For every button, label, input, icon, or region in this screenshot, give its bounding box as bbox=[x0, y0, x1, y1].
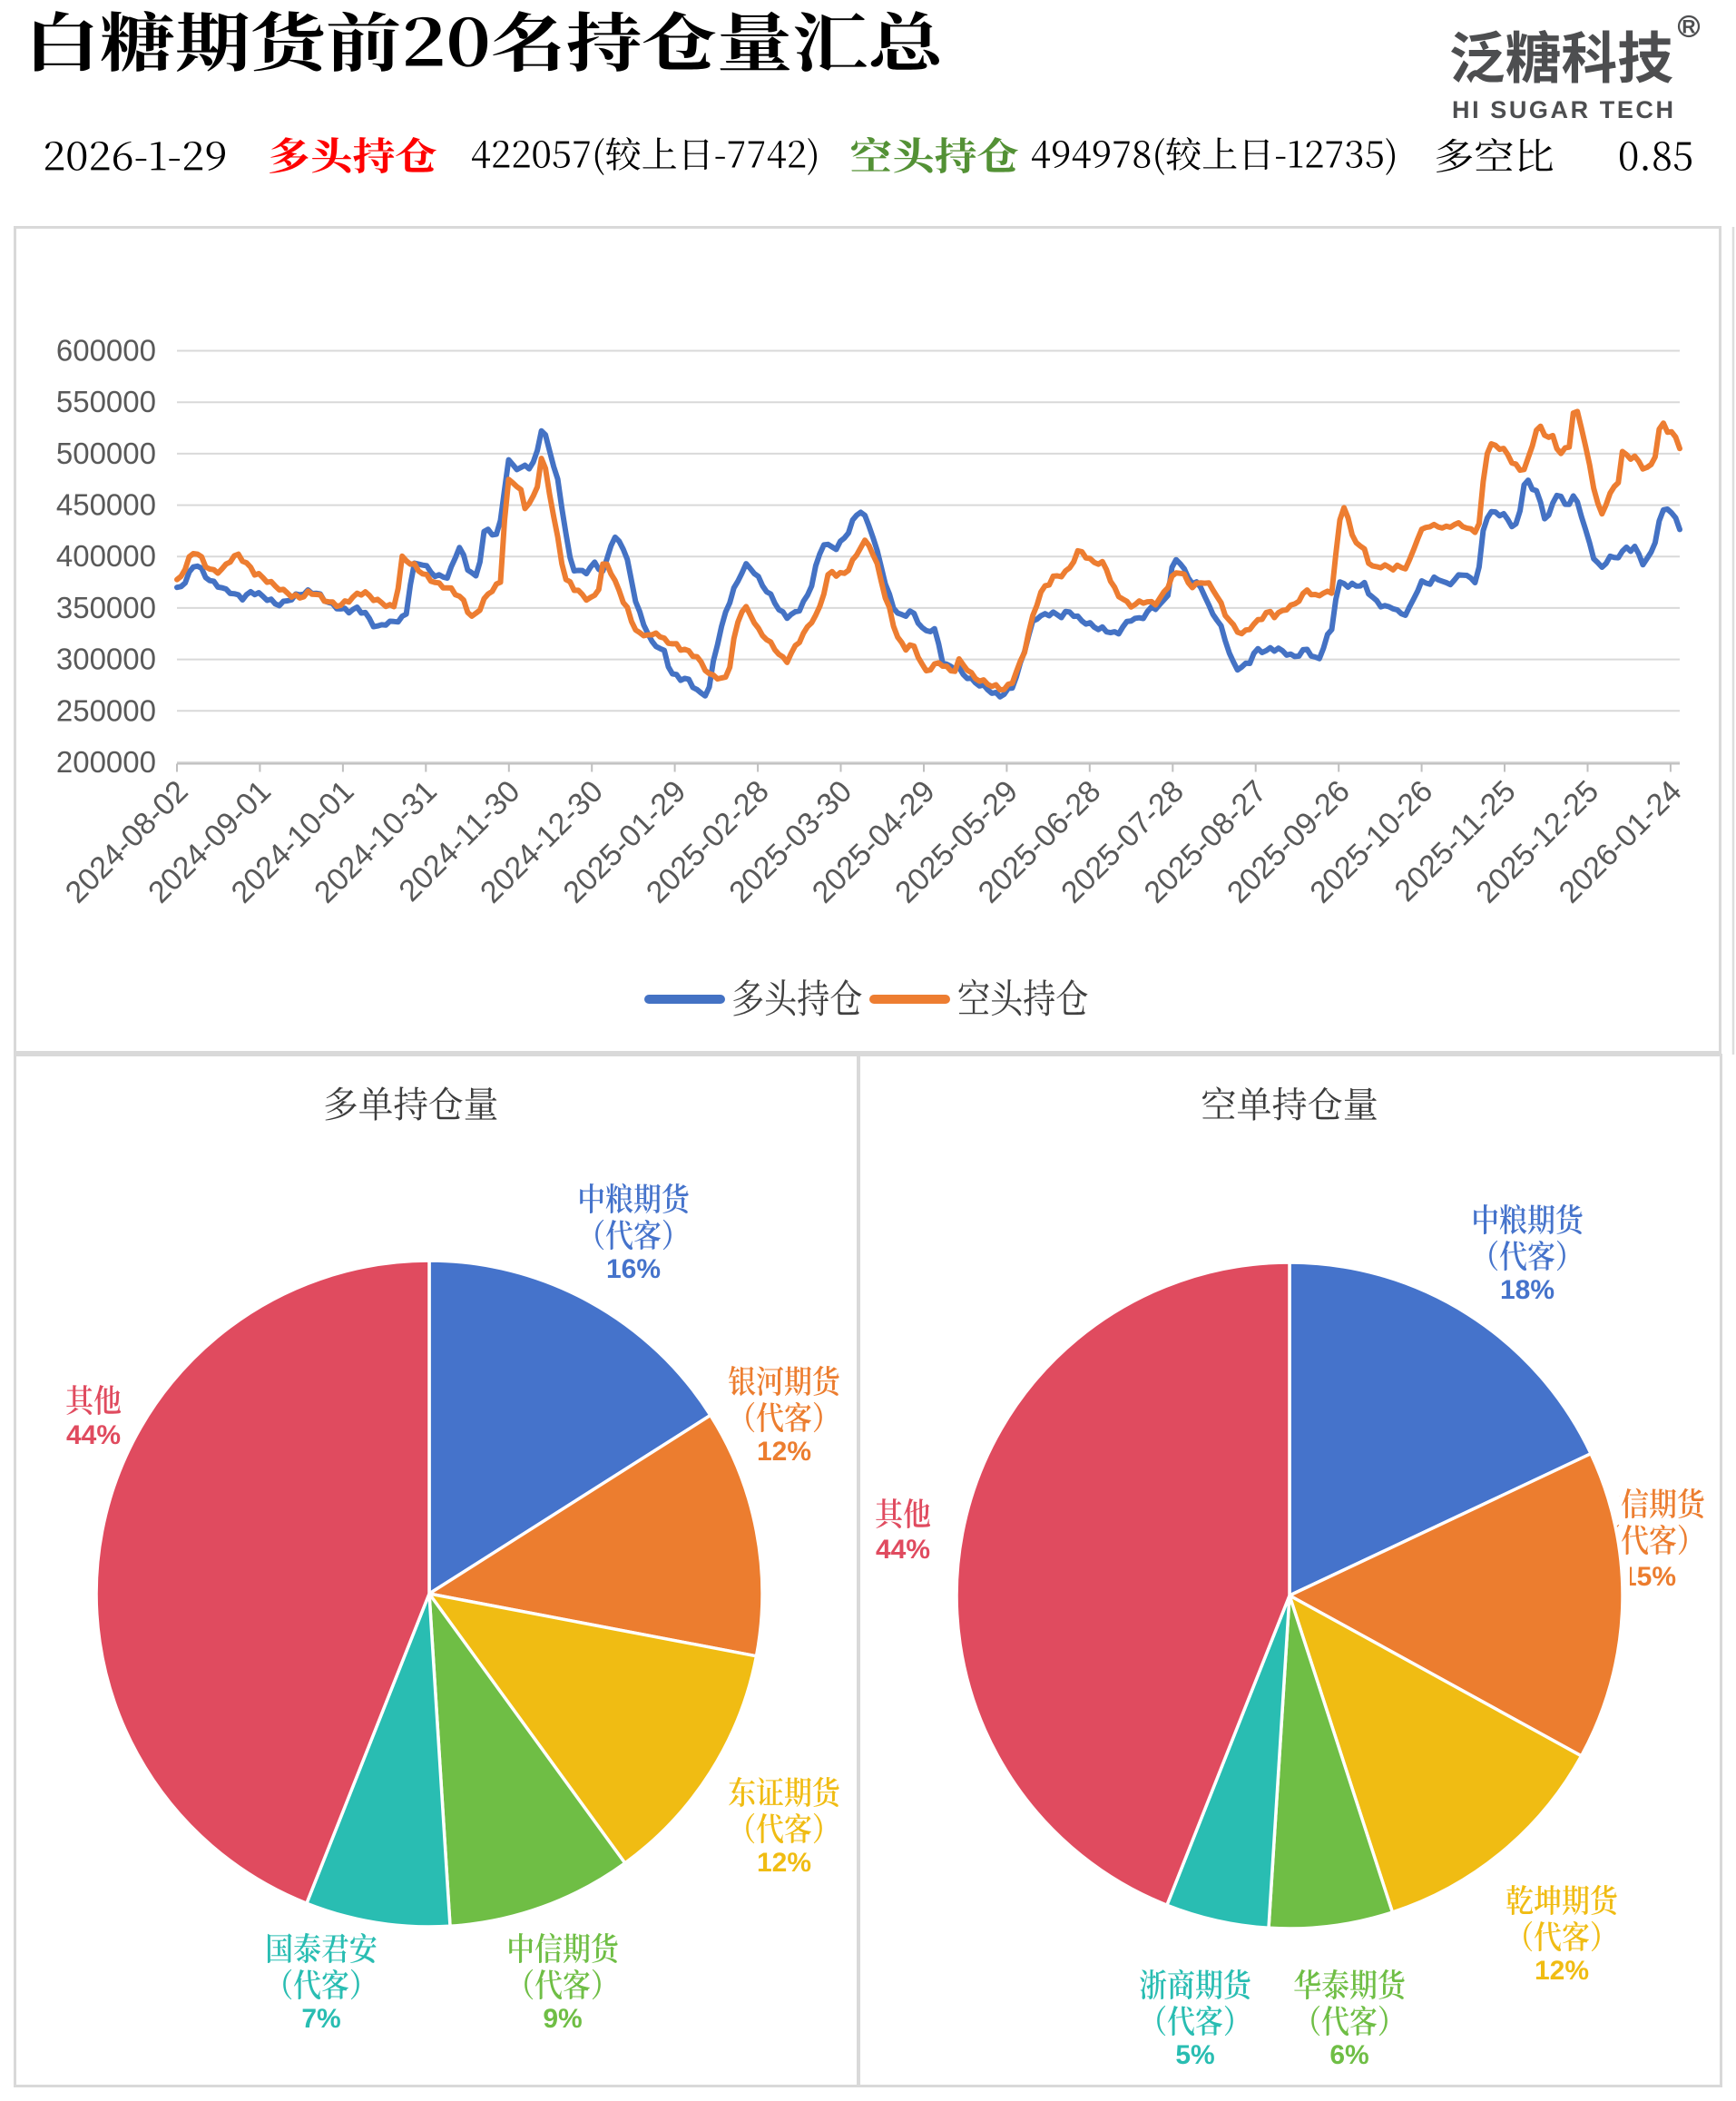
svg-text:450000: 450000 bbox=[56, 488, 156, 522]
svg-text:500000: 500000 bbox=[56, 437, 156, 470]
svg-text:5%: 5% bbox=[1175, 2040, 1214, 2070]
svg-text:16%: 16% bbox=[606, 1254, 661, 1284]
svg-text:9%: 9% bbox=[543, 2004, 582, 2034]
svg-text:350000: 350000 bbox=[56, 591, 156, 624]
svg-text:12%: 12% bbox=[757, 1437, 811, 1467]
svg-text:200000: 200000 bbox=[56, 745, 156, 779]
svg-text:R: R bbox=[1682, 17, 1695, 38]
svg-text:7%: 7% bbox=[301, 2004, 340, 2034]
svg-text:550000: 550000 bbox=[56, 385, 156, 418]
svg-text:300000: 300000 bbox=[56, 643, 156, 676]
svg-text:15%: 15% bbox=[1622, 1562, 1676, 1592]
svg-text:12%: 12% bbox=[757, 1848, 811, 1878]
svg-text:12%: 12% bbox=[1535, 1956, 1589, 1986]
svg-text:250000: 250000 bbox=[56, 693, 156, 727]
svg-text:6%: 6% bbox=[1329, 2040, 1368, 2070]
svg-text:44%: 44% bbox=[876, 1535, 930, 1565]
svg-text:18%: 18% bbox=[1500, 1275, 1555, 1305]
svg-text:44%: 44% bbox=[66, 1420, 121, 1450]
svg-text:600000: 600000 bbox=[56, 334, 156, 368]
svg-text:400000: 400000 bbox=[56, 539, 156, 573]
svg-text:HI SUGAR TECH: HI SUGAR TECH bbox=[1452, 96, 1673, 123]
